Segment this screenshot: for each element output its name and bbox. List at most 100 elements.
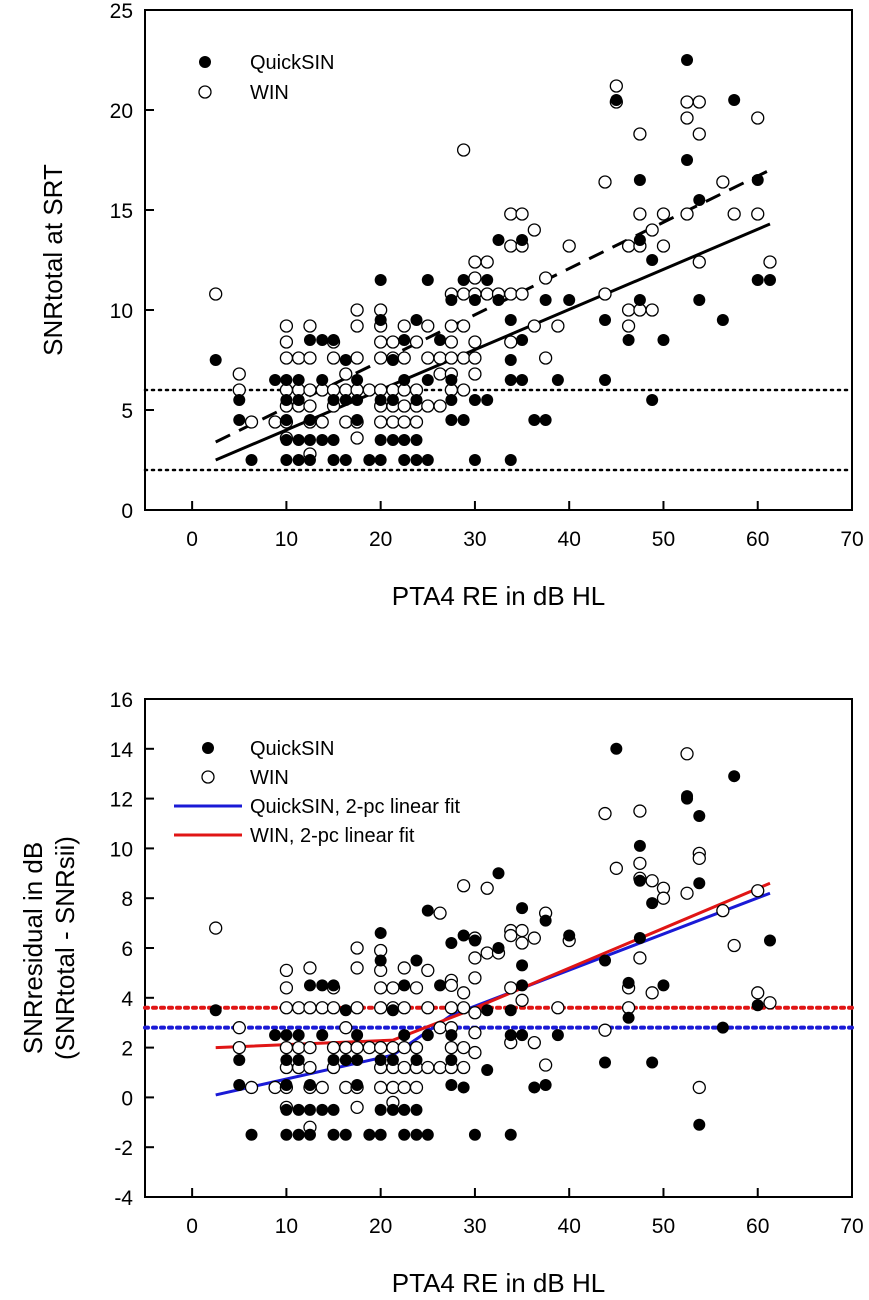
quicksin-point [599,374,612,386]
win-point [763,255,777,269]
legend-label: QuickSIN [250,738,334,760]
quicksin-point [434,979,447,992]
quicksin-point [528,1081,541,1094]
quicksin-point [599,1056,612,1069]
win-point [468,971,482,985]
win-point [468,335,482,349]
quicksin-point [327,394,340,406]
quicksin-point [468,394,481,406]
quicksin-point [351,414,364,426]
quicksin-point [504,354,517,366]
win-point [763,996,777,1010]
win-point [551,1001,565,1015]
quicksin-point [457,414,470,426]
win-point [609,79,623,93]
win-point [444,335,459,349]
quicksin-point [339,1128,352,1141]
quicksin-point [516,979,529,992]
x-tick-label: 20 [369,528,392,551]
quicksin-point [280,1054,293,1067]
quicksin-point [303,1103,316,1116]
win-point [374,335,388,349]
quicksin-point [410,1054,423,1067]
quicksin-point [646,254,659,266]
y-axis-label: SNRresidual in dB [18,842,48,1054]
quicksin-point [551,1029,564,1042]
win-point [468,951,482,965]
quicksin-point [386,1103,399,1116]
quicksin-point [303,1078,316,1091]
quicksin-point [763,274,776,286]
quicksin-point [421,274,434,286]
win-point [362,383,377,397]
win-point [538,351,553,365]
quicksin-point [339,1054,352,1067]
x-tick-label: 0 [186,528,198,551]
quicksin-point [410,1128,423,1141]
quicksin-point [269,374,282,386]
quicksin-point [363,454,376,466]
win-point [209,921,223,935]
quicksin-point [292,434,305,446]
win-point [433,1021,447,1035]
quicksin-point [209,1004,222,1017]
quicksin-point [421,374,434,386]
win-point [515,287,529,301]
quicksin-point [599,954,612,967]
legend-label: QuickSIN [250,52,334,74]
win-point [468,1006,482,1020]
win-point [480,287,494,301]
win-point [680,747,694,761]
quicksin-point [410,314,423,326]
x-axis-label: PTA4 RE in dB HL [392,581,605,611]
y-tick-label: 14 [110,739,134,762]
win-point [292,1040,306,1055]
win-point [315,415,329,429]
quicksin-point [280,414,293,426]
quicksin-point [292,1029,305,1042]
win-point [421,963,435,978]
quicksin-point [681,154,694,166]
quicksin-point [504,1128,517,1141]
quicksin-point [339,394,352,406]
win-point [209,287,223,301]
quicksin-point [410,1103,423,1116]
y-tick-label: 10 [110,300,133,323]
quicksin-point [386,354,399,366]
x-tick-label: 30 [463,1215,486,1238]
quicksin-point [445,937,458,950]
quicksin-point [468,934,481,947]
win-point [279,1001,294,1015]
win-point [339,1040,353,1055]
win-point [444,978,459,992]
win-point [680,207,694,221]
win-point [421,319,435,333]
win-point [633,856,647,870]
quicksin-point [233,394,246,406]
x-tick-label: 60 [746,1215,769,1238]
win-point [504,981,518,995]
y-tick-label: 16 [110,689,133,712]
quicksin-point [339,454,352,466]
win-point [244,1080,259,1095]
quicksin-point [504,1029,517,1042]
win-point [315,1001,329,1015]
win-point [645,986,659,1000]
quicksin-point [516,959,529,972]
win-point [409,335,424,349]
win-point [339,1021,353,1035]
win-point [692,95,706,109]
quicksin-point [316,374,329,386]
win-point [350,351,364,365]
win-point [515,923,529,938]
win-point [456,1040,471,1055]
win-point [350,961,364,975]
quicksin-point [316,979,329,992]
quicksin-point [292,1054,305,1067]
quicksin-point [327,334,340,346]
win-point [645,874,659,888]
win-point [433,1060,447,1075]
win-point [751,884,765,898]
win-point [515,936,529,950]
win-point [504,335,518,349]
